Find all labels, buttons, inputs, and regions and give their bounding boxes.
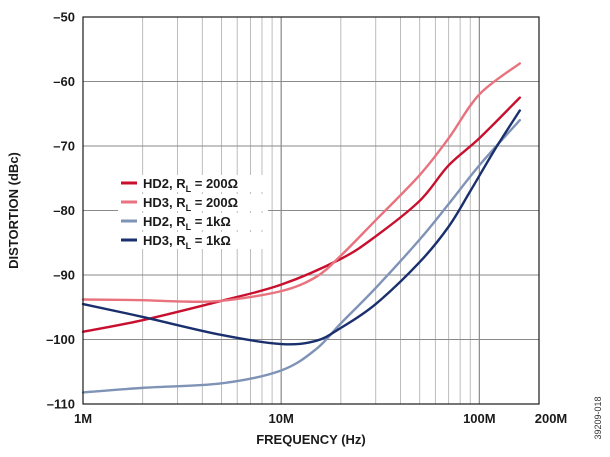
y-tick-label: –50 xyxy=(53,10,75,25)
y-tick-label: –60 xyxy=(53,74,75,89)
series-line-3 xyxy=(81,119,521,394)
legend-entry: HD2, RL = 200Ω xyxy=(143,176,238,194)
series-line-2 xyxy=(81,62,521,304)
x-tick-label: 1M xyxy=(74,411,92,426)
y-tick-label: –90 xyxy=(53,268,75,283)
grid-lines xyxy=(83,17,539,404)
series-line-4 xyxy=(81,109,521,346)
x-axis-title: FREQUENCY (Hz) xyxy=(256,432,366,447)
x-tick-label: 100M xyxy=(463,411,496,426)
x-tick-label: 200M xyxy=(535,411,568,426)
y-tick-label: –70 xyxy=(53,139,75,154)
y-tick-label: –110 xyxy=(47,397,75,412)
legend-entry-background xyxy=(118,232,268,249)
x-tick-label: 10M xyxy=(269,411,294,426)
y-tick-label: –100 xyxy=(46,332,75,347)
legend-entry: HD3, RL = 200Ω xyxy=(143,195,238,213)
series-line-1 xyxy=(81,96,521,333)
legend-entry: HD2, RL = 1kΩ xyxy=(143,214,231,232)
legend-entry: HD3, RL = 1kΩ xyxy=(143,233,231,251)
y-axis-title: DISTORTION (dBc) xyxy=(6,152,21,269)
y-tick-label: –80 xyxy=(53,203,75,218)
series-lines xyxy=(81,62,521,394)
plot-area-frame xyxy=(82,16,540,405)
legend-entry-background xyxy=(118,194,268,211)
legend-entry-background xyxy=(118,175,268,192)
legend-entry-background xyxy=(118,213,268,230)
figure-id: 39209-018 xyxy=(593,396,603,439)
